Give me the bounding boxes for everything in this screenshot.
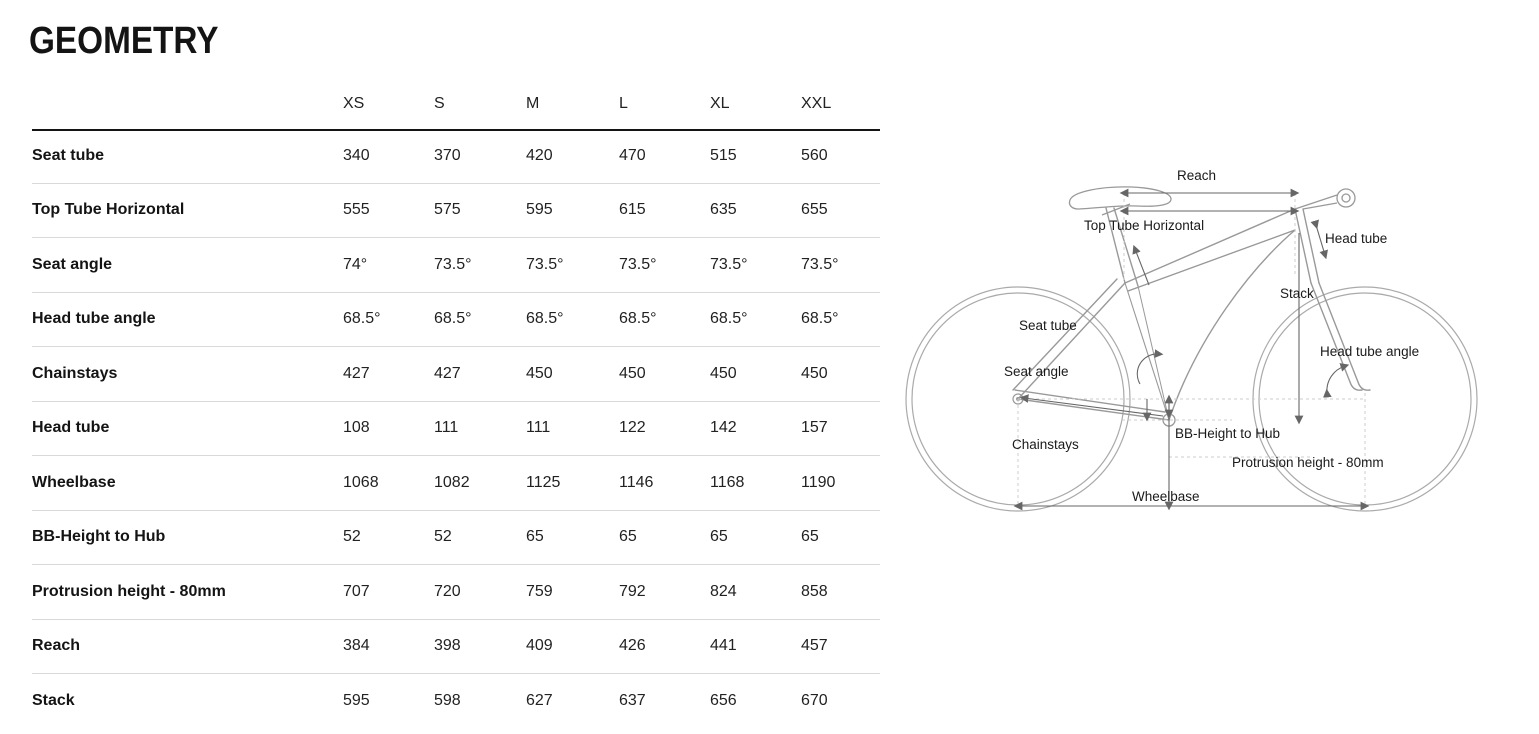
svg-text:Reach: Reach [1177, 168, 1216, 183]
svg-text:Wheelbase: Wheelbase [1132, 489, 1200, 504]
svg-text:Head tube angle: Head tube angle [1320, 344, 1419, 359]
svg-text:BB-Height to Hub: BB-Height to Hub [1175, 426, 1280, 441]
svg-text:Stack: Stack [1280, 286, 1314, 301]
svg-text:Seat angle: Seat angle [1004, 364, 1069, 379]
svg-text:Top Tube Horizontal: Top Tube Horizontal [1084, 218, 1204, 233]
svg-text:Chainstays: Chainstays [1012, 437, 1079, 452]
svg-text:Head tube: Head tube [1325, 231, 1387, 246]
svg-text:Protrusion height - 80mm: Protrusion height - 80mm [1232, 455, 1384, 470]
svg-text:Seat tube: Seat tube [1019, 318, 1077, 333]
